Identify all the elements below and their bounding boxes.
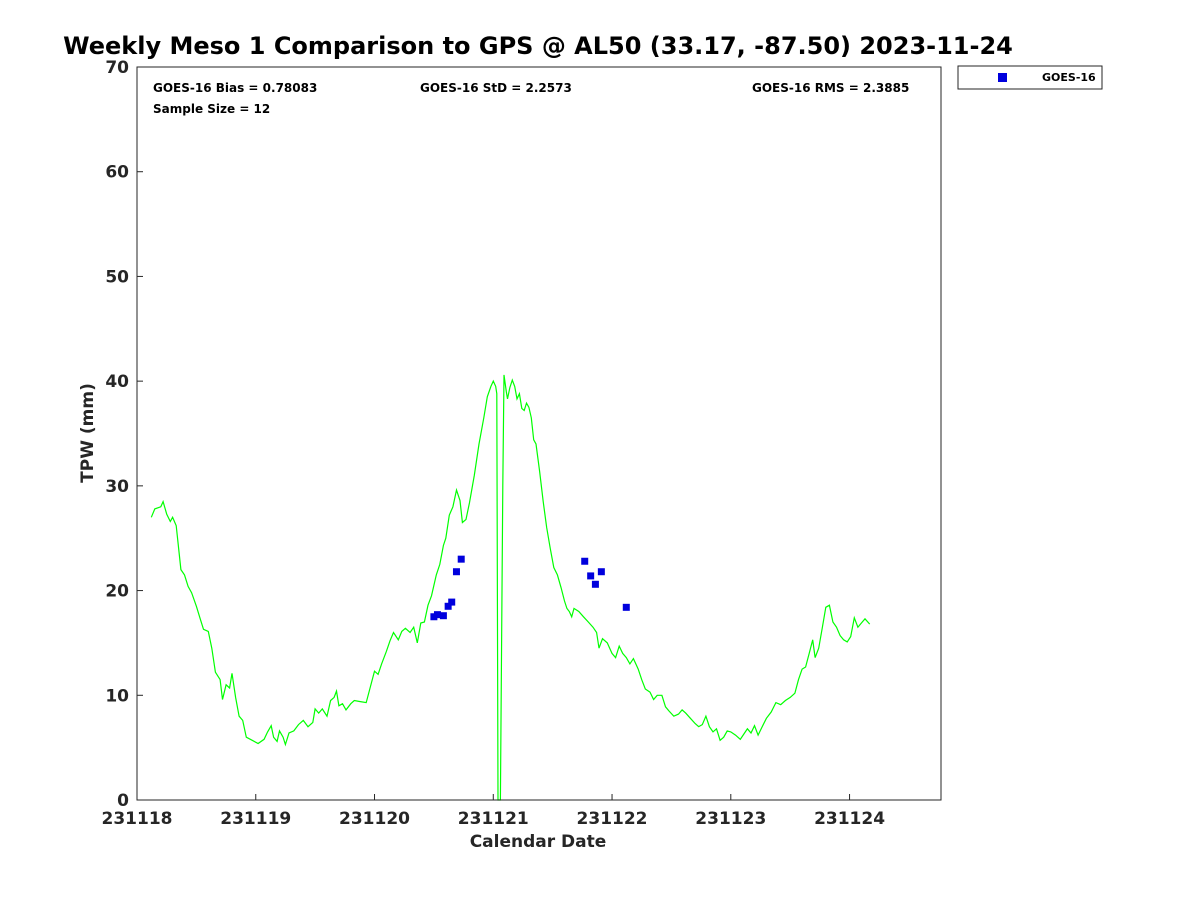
goes16-point bbox=[457, 555, 465, 563]
legend-box bbox=[957, 65, 1103, 90]
y-axis-label: TPW (mm) bbox=[78, 383, 98, 483]
x-axis: 231118 231119 231120 231121 231122 231123 2311… bbox=[102, 794, 885, 829]
x-tick-label: 231123 bbox=[695, 809, 766, 829]
x-axis-label: Calendar Date bbox=[470, 832, 607, 852]
y-tick-label: 20 bbox=[105, 582, 129, 602]
goes16-point bbox=[439, 612, 447, 620]
y-tick-label: 10 bbox=[105, 686, 129, 706]
x-tick-label: 231121 bbox=[458, 809, 529, 829]
axes-box bbox=[136, 66, 942, 801]
goes16-point bbox=[448, 598, 456, 606]
plot-area bbox=[150, 374, 871, 801]
sample-size-stat: Sample Size = 12 bbox=[153, 102, 270, 116]
y-axis: 0 10 20 30 40 50 60 70 bbox=[105, 58, 143, 811]
legend-marker bbox=[998, 73, 1007, 82]
rms-stat: GOES-16 RMS = 2.3885 bbox=[752, 81, 909, 95]
y-tick-label: 50 bbox=[105, 267, 129, 287]
y-tick-label: 30 bbox=[105, 477, 129, 497]
goes16-point bbox=[622, 603, 630, 611]
goes16-point bbox=[452, 568, 460, 576]
std-stat: GOES-16 StD = 2.2573 bbox=[420, 81, 572, 95]
x-tick-label: 231120 bbox=[339, 809, 410, 829]
goes16-point bbox=[430, 613, 438, 621]
y-tick-label: 40 bbox=[105, 372, 129, 392]
gps-series-line bbox=[150, 374, 871, 801]
bias-stat: GOES-16 Bias = 0.78083 bbox=[153, 81, 317, 95]
goes16-point bbox=[591, 580, 599, 588]
y-tick-label: 70 bbox=[105, 58, 129, 78]
goes16-point bbox=[433, 611, 441, 619]
goes16-point bbox=[581, 557, 589, 565]
y-tick-label: 60 bbox=[105, 163, 129, 183]
x-tick-label: 231122 bbox=[577, 809, 648, 829]
goes16-point bbox=[597, 568, 605, 576]
legend-label: GOES-16 bbox=[1042, 71, 1096, 84]
y-tick-label: 0 bbox=[117, 791, 129, 811]
x-tick-label: 231119 bbox=[220, 809, 291, 829]
goes16-point bbox=[444, 602, 452, 610]
legend: GOES-16 bbox=[957, 65, 1103, 90]
chart-title: Weekly Meso 1 Comparison to GPS @ AL50 (… bbox=[63, 32, 1013, 60]
x-tick-label: 231118 bbox=[102, 809, 173, 829]
goes16-point bbox=[587, 572, 595, 580]
x-tick-label: 231124 bbox=[814, 809, 885, 829]
